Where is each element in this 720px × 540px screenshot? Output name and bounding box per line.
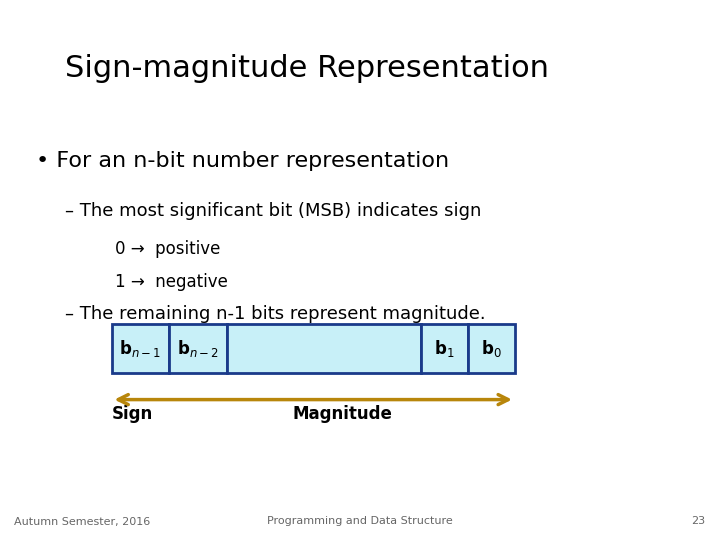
Text: 23: 23	[691, 516, 706, 526]
Text: b$_{0}$: b$_{0}$	[481, 338, 502, 359]
Bar	[468, 324, 515, 373]
Bar	[169, 324, 227, 373]
Text: 0 →  positive: 0 → positive	[115, 240, 220, 258]
Text: b$_{1}$: b$_{1}$	[434, 338, 455, 359]
Text: 1 →  negative: 1 → negative	[115, 273, 228, 291]
Text: b$_{n-1}$: b$_{n-1}$	[120, 338, 161, 359]
Text: – The most significant bit (MSB) indicates sign: – The most significant bit (MSB) indicat…	[65, 202, 481, 220]
Text: – The remaining n-1 bits represent magnitude.: – The remaining n-1 bits represent magni…	[65, 305, 485, 323]
Text: Sign: Sign	[112, 405, 153, 423]
Bar	[112, 324, 169, 373]
Text: • For an n-bit number representation: • For an n-bit number representation	[36, 151, 449, 171]
Bar	[421, 324, 468, 373]
Bar	[227, 324, 421, 373]
Text: b$_{n-2}$: b$_{n-2}$	[177, 338, 219, 359]
Text: Autumn Semester, 2016: Autumn Semester, 2016	[14, 516, 150, 526]
Text: Magnitude: Magnitude	[292, 405, 392, 423]
Text: Programming and Data Structure: Programming and Data Structure	[267, 516, 453, 526]
Text: Sign-magnitude Representation: Sign-magnitude Representation	[65, 54, 549, 83]
